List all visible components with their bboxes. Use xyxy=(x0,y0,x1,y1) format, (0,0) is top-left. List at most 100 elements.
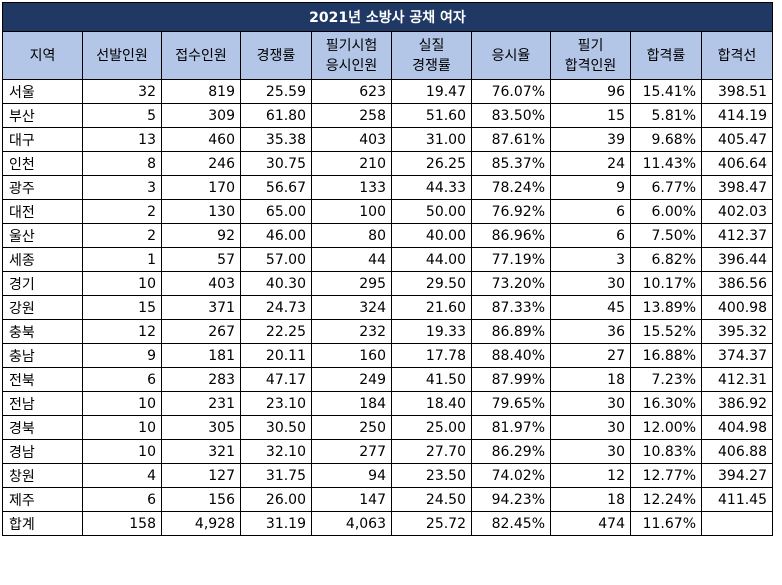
table-row: 부산 5 309 61.80 258 51.60 83.50% 15 5.81% 414.19 xyxy=(2,103,773,128)
value-cell: 127 xyxy=(161,463,241,488)
value-cell: 406.64 xyxy=(701,151,773,176)
column-header-label: 선발인원 xyxy=(96,47,148,64)
value-cell: 92 xyxy=(161,223,241,248)
value-cell: 158 xyxy=(82,511,162,536)
value-cell: 18 xyxy=(550,487,631,512)
value-cell: 160 xyxy=(311,343,392,368)
table-row: 울산 2 92 46.00 80 40.00 86.96% 6 7.50% 412.37 xyxy=(2,223,773,248)
region-cell: 전남 xyxy=(2,391,83,416)
table-title: 2021년 소방사 공채 여자 xyxy=(2,2,773,32)
column-header-label: 접수인원 xyxy=(175,47,227,64)
region-cell: 대전 xyxy=(2,199,83,224)
value-cell: 94 xyxy=(311,463,392,488)
table-row: 인천 8 246 30.75 210 26.25 85.37% 24 11.43% 406.64 xyxy=(2,151,773,176)
value-cell: 7.23% xyxy=(630,367,702,392)
value-cell: 36 xyxy=(550,319,631,344)
value-cell: 44.33 xyxy=(391,175,472,200)
value-cell: 130 xyxy=(161,199,241,224)
value-cell: 25.00 xyxy=(391,415,472,440)
value-cell: 156 xyxy=(161,487,241,512)
value-cell: 623 xyxy=(311,79,392,104)
value-cell: 100 xyxy=(311,199,392,224)
value-cell: 94.23% xyxy=(471,487,551,512)
value-cell: 18 xyxy=(550,367,631,392)
value-cell: 5 xyxy=(82,103,162,128)
value-cell: 231 xyxy=(161,391,241,416)
value-cell: 4,928 xyxy=(161,511,241,536)
value-cell: 96 xyxy=(550,79,631,104)
value-cell: 26.25 xyxy=(391,151,472,176)
value-cell: 374.37 xyxy=(701,343,773,368)
value-cell: 295 xyxy=(311,271,392,296)
value-cell: 45 xyxy=(550,295,631,320)
value-cell: 395.32 xyxy=(701,319,773,344)
column-header-label: 필기 xyxy=(577,37,604,54)
region-cell: 광주 xyxy=(2,175,83,200)
value-cell: 44.00 xyxy=(391,247,472,272)
table-row: 경북 10 305 30.50 250 25.00 81.97% 30 12.00% 404.98 xyxy=(2,415,773,440)
value-cell: 405.47 xyxy=(701,127,773,152)
value-cell: 10 xyxy=(82,391,162,416)
value-cell: 402.03 xyxy=(701,199,773,224)
value-cell: 15.52% xyxy=(630,319,702,344)
region-cell: 세종 xyxy=(2,247,83,272)
value-cell: 4,063 xyxy=(311,511,392,536)
value-cell: 20.11 xyxy=(240,343,312,368)
value-cell: 9.68% xyxy=(630,127,702,152)
value-cell: 46.00 xyxy=(240,223,312,248)
table-row: 제주 6 156 26.00 147 24.50 94.23% 18 12.24% 411.45 xyxy=(2,487,773,512)
value-cell: 403 xyxy=(161,271,241,296)
value-cell: 10.83% xyxy=(630,439,702,464)
value-cell: 88.40% xyxy=(471,343,551,368)
value-cell: 40.00 xyxy=(391,223,472,248)
column-header: 접수인원 xyxy=(161,31,241,80)
value-cell: 5.81% xyxy=(630,103,702,128)
value-cell: 39 xyxy=(550,127,631,152)
column-header-label: 응시인원 xyxy=(325,57,378,74)
value-cell: 31.00 xyxy=(391,127,472,152)
table-row: 충남 9 181 20.11 160 17.78 88.40% 27 16.88% 374.37 xyxy=(2,343,773,368)
table-row: 세종 1 57 57.00 44 44.00 77.19% 3 6.82% 396.44 xyxy=(2,247,773,272)
value-cell: 86.96% xyxy=(471,223,551,248)
value-cell: 24.73 xyxy=(240,295,312,320)
column-header-label: 합격인원 xyxy=(564,57,617,74)
table-row: 경기 10 403 40.30 295 29.50 73.20% 30 10.17% 386.56 xyxy=(2,271,773,296)
value-cell: 147 xyxy=(311,487,392,512)
value-cell: 40.30 xyxy=(240,271,312,296)
value-cell: 87.99% xyxy=(471,367,551,392)
header-row: 지역 선발인원 접수인원 경쟁률 필기시험 응시인원 실질 경쟁률 응시율 필기 합격인원 합격률 합격… xyxy=(2,31,773,80)
value-cell: 6.00% xyxy=(630,199,702,224)
value-cell: 305 xyxy=(161,415,241,440)
value-cell: 406.88 xyxy=(701,439,773,464)
column-header: 응시율 xyxy=(471,31,551,80)
value-cell: 82.45% xyxy=(471,511,551,536)
value-cell: 30.75 xyxy=(240,151,312,176)
value-cell: 50.00 xyxy=(391,199,472,224)
table-row: 충북 12 267 22.25 232 19.33 86.89% 36 15.52% 395.32 xyxy=(2,319,773,344)
region-cell: 울산 xyxy=(2,223,83,248)
value-cell: 13 xyxy=(82,127,162,152)
value-cell: 41.50 xyxy=(391,367,472,392)
value-cell: 398.47 xyxy=(701,175,773,200)
value-cell: 25.59 xyxy=(240,79,312,104)
region-cell: 강원 xyxy=(2,295,83,320)
value-cell: 25.72 xyxy=(391,511,472,536)
value-cell: 12.77% xyxy=(630,463,702,488)
value-cell: 23.10 xyxy=(240,391,312,416)
value-cell: 31.19 xyxy=(240,511,312,536)
value-cell: 4 xyxy=(82,463,162,488)
value-cell: 24 xyxy=(550,151,631,176)
region-cell: 창원 xyxy=(2,463,83,488)
value-cell: 10 xyxy=(82,415,162,440)
table-container: 2021년 소방사 공채 여자 지역 선발인원 접수인원 경쟁률 필기시험 응시인원 실질 경… xyxy=(2,2,773,536)
region-cell: 충북 xyxy=(2,319,83,344)
value-cell: 74.02% xyxy=(471,463,551,488)
value-cell: 10.17% xyxy=(630,271,702,296)
value-cell: 35.38 xyxy=(240,127,312,152)
value-cell: 404.98 xyxy=(701,415,773,440)
column-header: 합격선 xyxy=(701,31,773,80)
value-cell: 12 xyxy=(82,319,162,344)
value-cell: 412.37 xyxy=(701,223,773,248)
value-cell: 76.92% xyxy=(471,199,551,224)
value-cell: 3 xyxy=(550,247,631,272)
